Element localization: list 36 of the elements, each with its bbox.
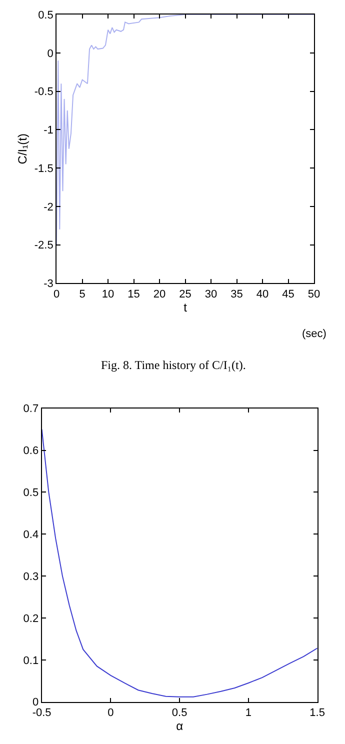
x-tick-label: 20 xyxy=(153,288,166,300)
caption: Fig. 8. Time history of C/I₁(t). xyxy=(101,358,246,372)
y-tick-label: 0.5 xyxy=(38,9,54,22)
x-tick-label: 1 xyxy=(245,707,252,720)
x-tick-label: 15 xyxy=(128,288,140,300)
y-tick-label: 0 xyxy=(47,48,54,60)
x-tick-label: 25 xyxy=(179,288,192,300)
y-tick-label: -2 xyxy=(44,201,54,214)
y-tick-label: -0.5 xyxy=(34,86,54,98)
x-tick-label: 50 xyxy=(308,288,320,300)
x-tick-label: 0.5 xyxy=(172,707,188,720)
x-tick-label: 5 xyxy=(79,288,86,300)
y-tick-label: -1.5 xyxy=(34,162,54,175)
y-tick-label: 0.2 xyxy=(23,612,39,625)
y-tick-label: 0.4 xyxy=(23,528,39,541)
y-tick-label: -1 xyxy=(44,124,54,136)
y-tick-label: -2.5 xyxy=(34,240,54,252)
y-tick-label: 0 xyxy=(32,696,39,709)
y-tick-label: 0.7 xyxy=(23,403,39,416)
x-tick-label: 0 xyxy=(108,707,114,720)
y-tick-label: -3 xyxy=(44,278,54,290)
y-tick-label: 0.1 xyxy=(23,654,39,667)
x-tick-label: 10 xyxy=(102,288,114,300)
x-tick-label: 30 xyxy=(204,288,218,300)
x-axis-title: t xyxy=(184,300,188,314)
x-tick-label: 1.5 xyxy=(310,707,325,720)
y-axis-title: C/I₁(t) xyxy=(16,133,30,164)
y-tick-label: 0.6 xyxy=(23,445,39,458)
x-tick-label: 35 xyxy=(230,288,243,300)
x-tick-label: 40 xyxy=(256,288,269,300)
x-tick-label: 45 xyxy=(282,288,294,300)
line-series xyxy=(42,428,318,698)
y-tick-label: 0.3 xyxy=(23,570,39,583)
text: (sec) xyxy=(302,328,326,340)
x-axis-title: α xyxy=(176,719,184,734)
y-tick-label: 0.5 xyxy=(23,487,39,500)
